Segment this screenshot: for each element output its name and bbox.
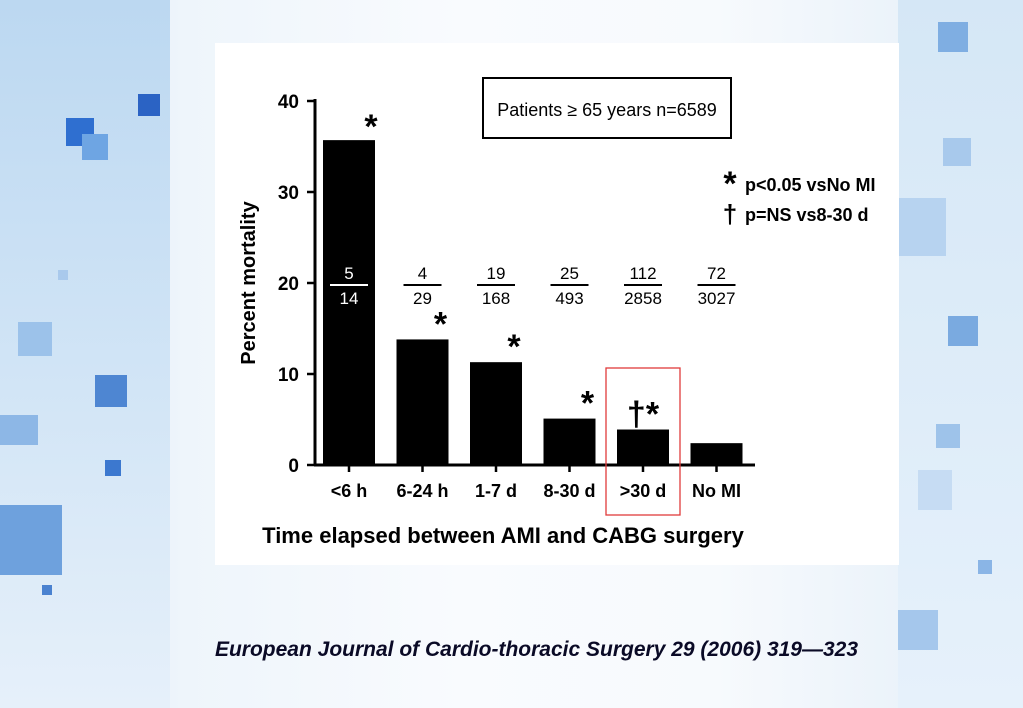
y-tick-label: 30: [278, 183, 299, 204]
bar: [396, 339, 449, 465]
x-tick-label: 8-30 d: [543, 481, 595, 501]
fraction-numerator: 19: [487, 264, 506, 283]
fraction-denominator: 3027: [698, 289, 736, 308]
fraction-denominator: 14: [340, 289, 359, 308]
fraction-denominator: 29: [413, 289, 432, 308]
highlight-box: [605, 367, 681, 516]
y-tick-label: 0: [288, 456, 299, 477]
significance-marker: †*: [627, 396, 660, 434]
legend-symbol: †: [723, 199, 737, 229]
y-axis-title: Percent mortality: [238, 200, 260, 364]
fraction-numerator: 25: [560, 264, 579, 283]
annotation-text: Patients ≥ 65 years n=6589: [497, 100, 717, 120]
significance-marker: *: [434, 305, 448, 343]
x-axis-title: Time elapsed between AMI and CABG surger…: [262, 523, 744, 548]
y-tick-label: 20: [278, 274, 299, 295]
x-tick-label: 1-7 d: [475, 481, 517, 501]
significance-marker: *: [507, 328, 521, 366]
legend-text: p=NS vs8-30 d: [745, 205, 869, 225]
mortality-bar-chart: 0 10 20 30 40 Percent mortality Time elapsed b…: [238, 77, 876, 548]
bar: [543, 418, 596, 465]
annotation-box: [482, 77, 732, 139]
chart-image: 0 10 20 30 40 Percent mortality Time elapsed b…: [215, 43, 899, 565]
x-tick-label: <6 h: [331, 481, 368, 501]
fraction-numerator: 112: [629, 264, 656, 283]
right-decoration: [898, 0, 1023, 708]
citation: European Journal of Cardio-thoracic Surg…: [214, 638, 859, 661]
left-decoration: [0, 0, 170, 708]
x-tick-label: No MI: [692, 481, 741, 501]
fraction-denominator: 2858: [624, 289, 662, 308]
x-tick-label: 6-24 h: [396, 481, 448, 501]
bar: [690, 443, 743, 465]
legend-symbol: *: [723, 165, 737, 203]
legend-text: p<0.05 vsNo MI: [745, 175, 876, 195]
bar: [617, 429, 669, 465]
fraction-numerator: 4: [418, 264, 427, 283]
fraction-numerator: 5: [344, 264, 353, 283]
bar: [470, 362, 522, 465]
bar: [323, 140, 375, 465]
x-tick-label: >30 d: [620, 481, 667, 501]
significance-marker: *: [581, 385, 595, 423]
fraction-denominator: 493: [555, 289, 583, 308]
fraction-denominator: 168: [482, 289, 510, 308]
y-tick-label: 10: [278, 365, 299, 386]
significance-marker: *: [364, 108, 378, 146]
fraction-numerator: 72: [707, 264, 726, 283]
y-tick-label: 40: [278, 92, 299, 113]
